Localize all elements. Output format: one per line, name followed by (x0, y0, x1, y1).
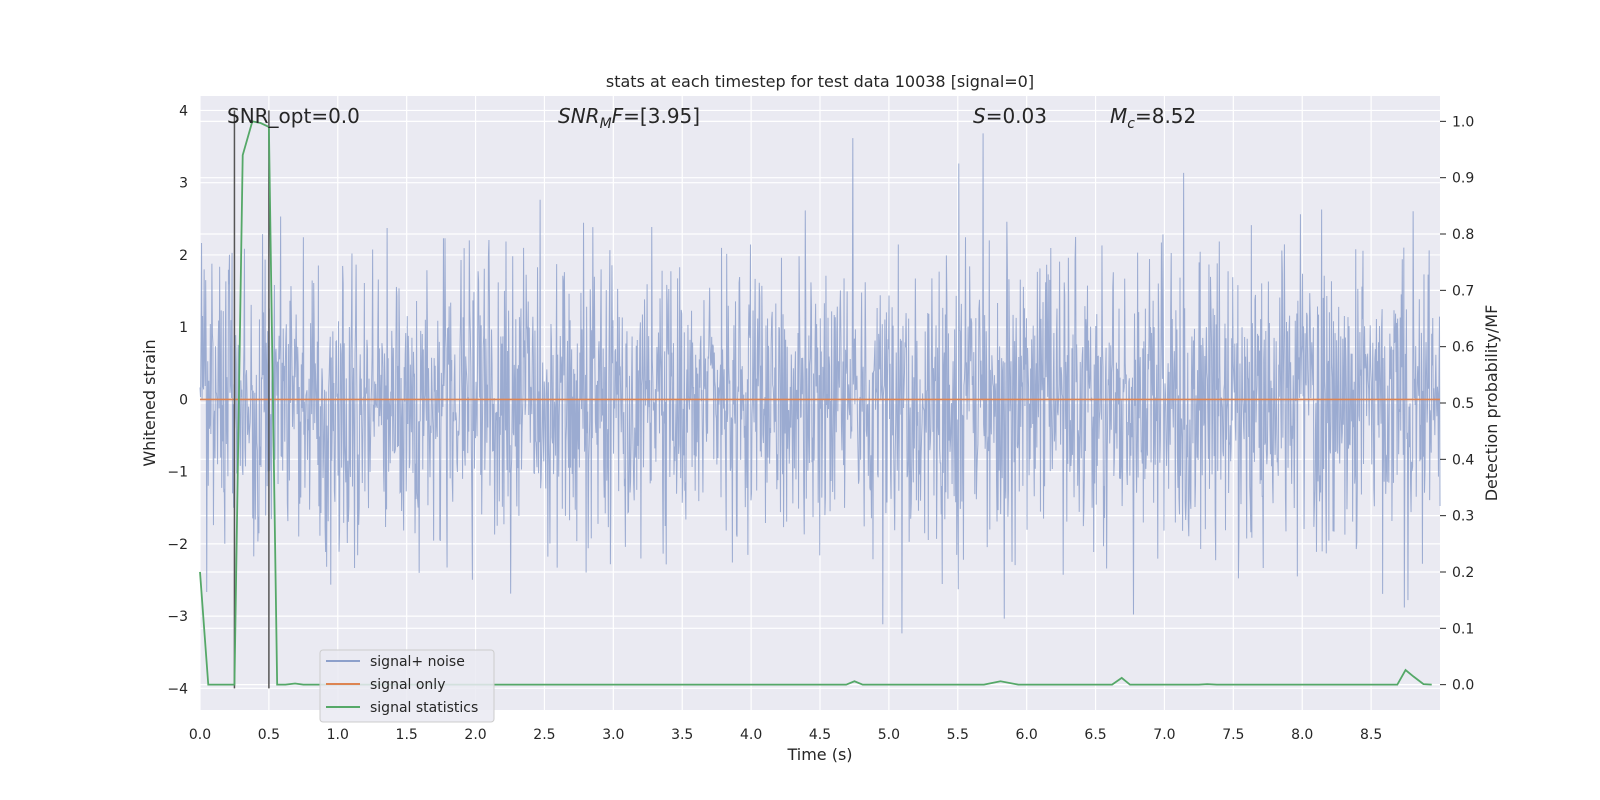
y-tick-label: 3 (179, 176, 188, 192)
mc-subscript: c (1127, 116, 1135, 132)
y2-tick-label: 0.0 (1452, 678, 1474, 694)
x-tick-label: 4.5 (809, 727, 831, 743)
y2-tick-label: 0.9 (1452, 171, 1474, 187)
signal-noise-series (199, 133, 1441, 634)
x-tick-label: 7.0 (1153, 727, 1175, 743)
y2-tick-label: 0.4 (1452, 452, 1474, 468)
y2-tick-labels: 0.0 0.1 0.2 0.3 0.4 0.5 0.6 0.7 0.8 0.9 1.0 (1440, 114, 1474, 694)
x-tick-label: 2.5 (533, 727, 555, 743)
s-value: =0.03 (986, 104, 1047, 128)
s-annotation: S=0.03 (973, 104, 1047, 128)
snr-mf-symbol: SNR (558, 104, 600, 128)
legend-statistics-label: signal statistics (370, 700, 478, 716)
y2-tick-label: 0.8 (1452, 227, 1474, 243)
noise-path (199, 133, 1441, 634)
y2-axis-label: Detection probability/MF (1482, 305, 1501, 502)
x-tick-label: 7.5 (1222, 727, 1244, 743)
mc-annotation: Mc=8.52 (1110, 104, 1196, 132)
signal-statistics-line (199, 120, 1432, 686)
x-tick-label: 6.5 (1084, 727, 1106, 743)
y-axis-label: Whitened strain (140, 339, 159, 466)
snr-mf-value: =[3.95] (623, 104, 700, 128)
y-tick-labels: −4 −3 −2 −1 0 1 2 3 4 (167, 103, 188, 697)
x-tick-label: 2.0 (464, 727, 486, 743)
y-tick-label: −1 (167, 465, 188, 481)
x-tick-label: 3.5 (671, 727, 693, 743)
x-tick-label: 4.0 (740, 727, 762, 743)
x-tick-label: 8.5 (1360, 727, 1382, 743)
y-tick-label: 2 (179, 248, 188, 264)
snr-mf-subscript: M (600, 116, 612, 132)
legend-box (319, 649, 495, 723)
x-tick-label: 0.0 (189, 727, 211, 743)
y-tick-label: −4 (167, 681, 188, 697)
y-tick-label: 0 (179, 392, 188, 408)
snr-mf-annotation: SNRMF=[3.95] (558, 104, 700, 132)
y2-tick-label: 0.7 (1452, 283, 1474, 299)
y-tick-label: 1 (179, 320, 188, 336)
x-tick-label: 1.0 (327, 727, 349, 743)
legend-signal-only-label: signal only (370, 677, 445, 693)
x-tick-labels: 0.0 0.5 1.0 1.5 2.0 2.5 3.0 3.5 4.0 4.5 5.0 5.5 6.0 6… (189, 727, 1382, 743)
y2-tick-label: 0.1 (1452, 621, 1474, 637)
x-tick-label: 0.5 (258, 727, 280, 743)
y2-tick-label: 0.6 (1452, 340, 1474, 356)
x-tick-label: 5.0 (878, 727, 900, 743)
y-tick-label: 4 (179, 103, 188, 119)
mc-symbol: M (1110, 104, 1127, 128)
y2-tick-label: 0.5 (1452, 396, 1474, 412)
snr-opt-annotation: SNR_opt=0.0 (227, 104, 360, 128)
y-tick-label: −2 (167, 537, 188, 553)
marker-vlines (233, 110, 270, 689)
s-symbol: S (973, 104, 986, 128)
y-tick-label: −3 (167, 609, 188, 625)
x-tick-label: 5.5 (947, 727, 969, 743)
x-tick-label: 8.0 (1291, 727, 1313, 743)
chart-title: stats at each timestep for test data 100… (606, 72, 1034, 91)
x-axis-label: Time (s) (786, 745, 852, 764)
x-tick-label: 1.5 (396, 727, 418, 743)
x-tick-label: 6.0 (1016, 727, 1038, 743)
legend-noise-label: signal+ noise (370, 654, 465, 670)
snr-mf-rest: F (612, 104, 624, 128)
y2-tick-label: 1.0 (1452, 114, 1474, 130)
y2-tick-label: 0.2 (1452, 565, 1474, 581)
x-tick-label: 3.0 (602, 727, 624, 743)
legend: signal+ noise signal only signal statist… (319, 649, 495, 723)
y2-tick-label: 0.3 (1452, 509, 1474, 525)
mc-value: =8.52 (1135, 104, 1196, 128)
